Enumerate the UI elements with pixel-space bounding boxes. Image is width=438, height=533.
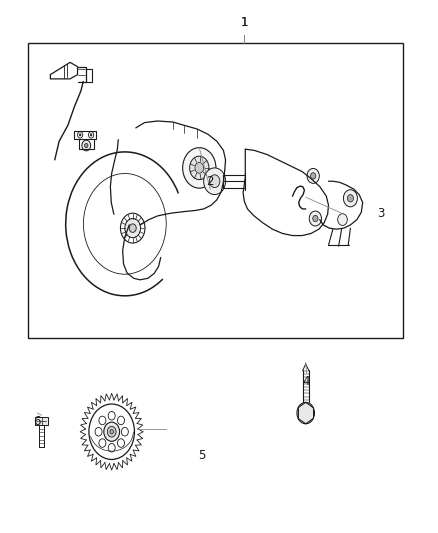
Circle shape: [95, 427, 102, 436]
Circle shape: [209, 175, 220, 188]
Circle shape: [110, 430, 113, 434]
Circle shape: [120, 213, 145, 243]
Circle shape: [313, 215, 318, 222]
Circle shape: [343, 190, 357, 207]
Circle shape: [108, 443, 115, 452]
Circle shape: [297, 402, 314, 424]
Text: 1: 1: [240, 16, 248, 29]
Circle shape: [204, 168, 226, 195]
Circle shape: [311, 173, 316, 179]
Circle shape: [99, 416, 106, 425]
Circle shape: [125, 219, 141, 238]
Text: 4: 4: [303, 375, 311, 387]
Circle shape: [338, 214, 347, 225]
Circle shape: [195, 163, 204, 173]
Circle shape: [104, 422, 120, 441]
Circle shape: [99, 439, 106, 447]
Circle shape: [108, 411, 115, 420]
Circle shape: [78, 132, 83, 138]
Circle shape: [79, 134, 81, 136]
Text: 2: 2: [206, 175, 214, 188]
Circle shape: [121, 427, 128, 436]
Circle shape: [129, 224, 136, 232]
Circle shape: [88, 132, 94, 138]
Bar: [28, 43, 403, 338]
Text: 1: 1: [240, 16, 248, 29]
Circle shape: [309, 211, 321, 226]
Circle shape: [82, 140, 91, 151]
Circle shape: [117, 439, 124, 447]
Circle shape: [85, 143, 88, 148]
Text: 5: 5: [198, 449, 205, 462]
Circle shape: [190, 156, 209, 180]
Circle shape: [183, 148, 216, 188]
Circle shape: [307, 168, 319, 183]
Circle shape: [89, 404, 134, 459]
Circle shape: [347, 195, 353, 202]
Text: 3: 3: [378, 207, 385, 220]
Circle shape: [117, 416, 124, 425]
Circle shape: [90, 134, 92, 136]
Circle shape: [107, 426, 116, 437]
Text: 6: 6: [33, 415, 41, 427]
Bar: [35, 417, 48, 425]
